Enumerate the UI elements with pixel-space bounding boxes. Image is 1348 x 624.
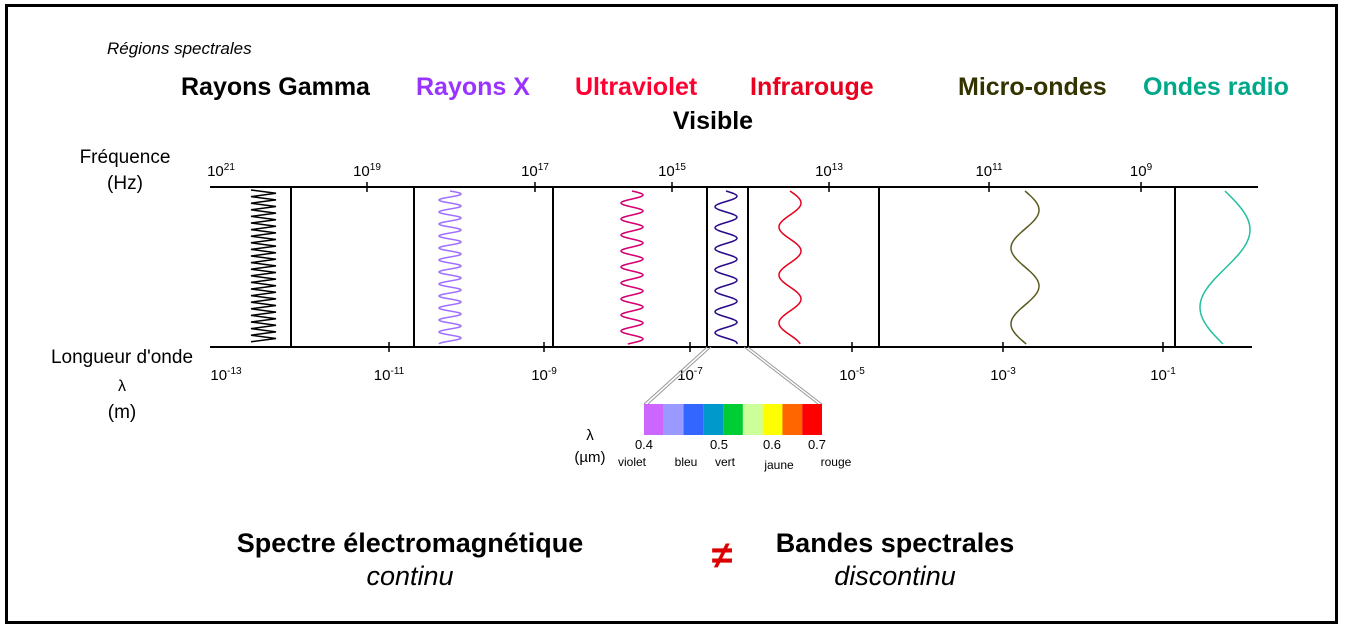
wave-tick-label: 10-5 xyxy=(839,366,865,384)
spectral-bands-subtitle: discontinu xyxy=(834,561,956,591)
visible-value-06: 0.6 xyxy=(763,437,781,452)
zoom-line-right-a xyxy=(743,346,819,405)
zoom-line-left-a xyxy=(643,346,708,405)
region-label-gamma: Rayons Gamma xyxy=(181,73,371,101)
region-label-xray: Rayons X xyxy=(416,73,530,101)
region-label-micro: Micro-ondes xyxy=(958,73,1107,101)
color-name-violet: violet xyxy=(618,455,647,469)
visible-value-05: 0.5 xyxy=(710,437,728,452)
spectral-bands-title: Bandes spectrales xyxy=(775,528,1015,558)
visible-color-bar xyxy=(644,404,822,435)
freq-tick-label: 1021 xyxy=(207,162,235,180)
color-swatch xyxy=(762,404,783,435)
wave-tick-label: 10-13 xyxy=(210,366,242,384)
continuous-spectrum-block: Spectre électromagnétique continu xyxy=(230,528,590,592)
freq-tick-label: 1017 xyxy=(521,162,549,180)
continuous-spectrum-subtitle: continu xyxy=(366,561,454,591)
region-label-ir: Infrarouge xyxy=(750,73,874,101)
wave-tick-label: 10-7 xyxy=(677,366,703,384)
region-label-radio: Ondes radio xyxy=(1143,73,1289,101)
color-swatch xyxy=(802,404,822,435)
uv-wave xyxy=(620,190,644,345)
micro-wave xyxy=(1010,190,1040,345)
freq-tick-label: 109 xyxy=(1130,162,1153,180)
freq-tick-label: 1019 xyxy=(353,162,381,180)
color-name-bleu: bleu xyxy=(675,455,698,469)
color-name-vert: vert xyxy=(715,455,736,469)
frequency-label: Fréquence xyxy=(80,147,171,168)
color-swatch xyxy=(663,404,684,435)
visible-unit: (µm) xyxy=(574,449,605,466)
color-name-jaune: jaune xyxy=(763,458,794,472)
color-swatch xyxy=(782,404,803,435)
freq-tick-label: 1011 xyxy=(975,162,1003,180)
color-swatch xyxy=(742,404,763,435)
visible-wave xyxy=(714,190,738,345)
xray-wave xyxy=(438,190,462,345)
visible-lambda-symbol: λ xyxy=(586,427,594,444)
radio-wave xyxy=(1199,190,1251,345)
ir-wave xyxy=(778,190,802,345)
frequency-unit: (Hz) xyxy=(107,173,143,194)
zoom-line-right-b xyxy=(747,346,823,405)
wavelength-symbol: λ xyxy=(118,378,126,395)
visible-value-07: 0.7 xyxy=(808,437,826,452)
section-label: Régions spectrales xyxy=(107,39,252,58)
wave-tick-label: 10-1 xyxy=(1150,366,1176,384)
not-equal-symbol: ≠ xyxy=(711,535,733,577)
wavelength-label: Longueur d'onde xyxy=(51,347,193,368)
spectral-bands-block: Bandes spectrales discontinu xyxy=(745,528,1045,592)
freq-tick-label: 1013 xyxy=(815,162,843,180)
wavelength-unit: (m) xyxy=(108,402,136,423)
freq-tick-label: 1015 xyxy=(658,162,686,180)
wave-tick-label: 10-11 xyxy=(374,366,405,384)
visible-value-04: 0.4 xyxy=(635,437,653,452)
continuous-spectrum-title: Spectre électromagnétique xyxy=(236,528,584,558)
gamma-wave xyxy=(250,189,277,343)
color-swatch xyxy=(723,404,743,435)
region-label-visible: Visible xyxy=(673,107,753,135)
color-swatch xyxy=(703,404,724,435)
zoom-line-left-b xyxy=(647,346,712,405)
color-swatch xyxy=(644,404,664,435)
color-swatch xyxy=(683,404,704,435)
region-label-uv: Ultraviolet xyxy=(575,73,698,101)
color-name-rouge: rouge xyxy=(821,455,852,469)
wave-tick-label: 10-9 xyxy=(531,366,557,384)
wave-tick-label: 10-3 xyxy=(990,366,1016,384)
